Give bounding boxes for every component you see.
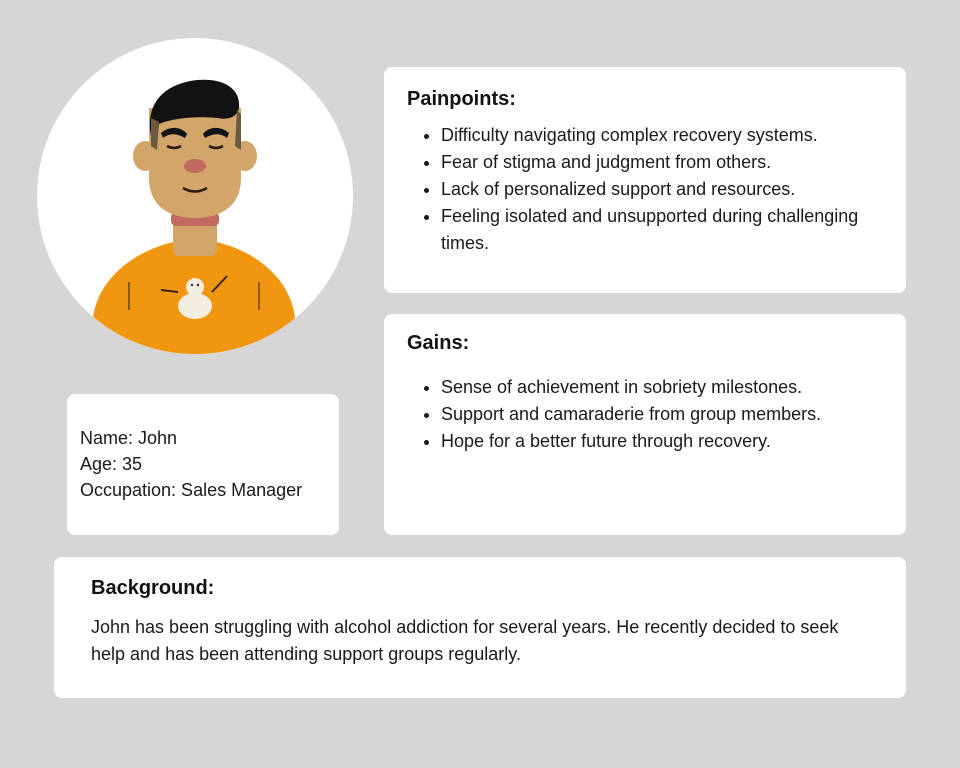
avatar — [37, 38, 353, 354]
painpoints-list: Difficulty navigating complex recovery s… — [407, 122, 886, 257]
list-item: Feeling isolated and unsupported during … — [441, 203, 886, 257]
gains-title: Gains: — [407, 332, 470, 354]
gains-card: Gains: Sense of achievement in sobriety … — [384, 314, 906, 535]
list-item: Support and camaraderie from group membe… — [441, 401, 886, 428]
painpoints-title: Painpoints: — [407, 88, 516, 110]
list-item: Hope for a better future through recover… — [441, 428, 886, 455]
background-card: Background: John has been struggling wit… — [54, 557, 906, 698]
background-text: John has been struggling with alcohol ad… — [91, 617, 839, 664]
person-illustration-icon — [93, 79, 295, 354]
list-item: Lack of personalized support and resourc… — [441, 176, 886, 203]
profile-info-card: Name: John Age: 35 Occupation: Sales Man… — [67, 394, 339, 535]
gains-list: Sense of achievement in sobriety milesto… — [407, 374, 886, 455]
background-title: Background: — [91, 577, 215, 599]
profile-name: Name: John — [80, 428, 178, 448]
profile-age: Age: 35 — [80, 454, 143, 474]
list-item: Sense of achievement in sobriety milesto… — [441, 374, 886, 401]
painpoints-card: Painpoints: Difficulty navigating comple… — [384, 67, 906, 293]
profile-occupation: Occupation: Sales Manager — [80, 480, 303, 500]
list-item: Fear of stigma and judgment from others. — [441, 149, 886, 176]
list-item: Difficulty navigating complex recovery s… — [441, 122, 886, 149]
